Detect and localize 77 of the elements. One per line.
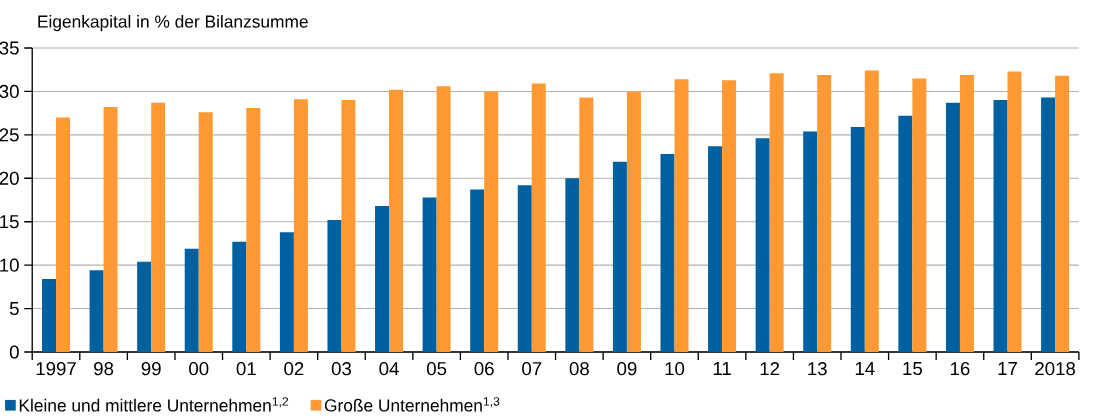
y-axis-title: Eigenkapital in % der Bilanzsumme bbox=[38, 14, 308, 32]
x-tick-label: 1997 bbox=[36, 362, 76, 376]
bar bbox=[959, 74, 974, 352]
x-tick-label: 04 bbox=[379, 362, 399, 376]
x-tick-label: 16 bbox=[950, 362, 970, 376]
x-tick-label: 09 bbox=[617, 362, 637, 376]
bar bbox=[232, 241, 247, 352]
bar bbox=[708, 146, 723, 352]
x-tick-label: 05 bbox=[426, 362, 447, 376]
x-tick-label: 12 bbox=[760, 362, 780, 376]
bar bbox=[341, 100, 356, 352]
bar bbox=[817, 74, 832, 352]
y-tick-label: 35 bbox=[0, 41, 19, 55]
bar bbox=[327, 219, 342, 352]
bar bbox=[151, 102, 166, 352]
x-tick-label: 13 bbox=[808, 362, 827, 376]
bar bbox=[864, 70, 879, 352]
bar bbox=[103, 107, 118, 352]
bar bbox=[1041, 97, 1056, 352]
y-tick-label: 0 bbox=[9, 345, 19, 359]
bar bbox=[389, 89, 404, 352]
bar bbox=[612, 161, 627, 352]
bar bbox=[375, 206, 390, 352]
bar bbox=[898, 115, 913, 352]
y-tick-label: 10 bbox=[0, 258, 19, 272]
x-tick-label: 15 bbox=[903, 362, 922, 376]
bar bbox=[137, 261, 152, 352]
x-tick-label: 02 bbox=[284, 362, 304, 376]
bar bbox=[1055, 75, 1070, 352]
x-tick-label: 03 bbox=[331, 362, 352, 376]
bar bbox=[912, 78, 927, 352]
bar bbox=[422, 197, 437, 352]
legend-label: Kleine und mittlere Unternehmen$^{1,2}$ bbox=[19, 397, 289, 412]
x-tick-label: 06 bbox=[474, 362, 494, 376]
x-tick-label: 08 bbox=[569, 362, 589, 376]
bar bbox=[945, 102, 960, 352]
bar bbox=[850, 127, 865, 352]
x-tick-label: 11 bbox=[713, 362, 731, 375]
y-tick-label: 20 bbox=[0, 171, 19, 185]
x-tick-label: 07 bbox=[522, 362, 542, 376]
x-tick-label: 2018 bbox=[1035, 362, 1076, 376]
bar bbox=[722, 80, 737, 352]
y-tick-label: 5 bbox=[9, 302, 19, 316]
bar bbox=[293, 99, 308, 352]
bar bbox=[42, 279, 57, 352]
x-tick-label: 14 bbox=[855, 362, 875, 375]
bar bbox=[1007, 71, 1022, 352]
bar bbox=[660, 153, 675, 352]
bar bbox=[436, 86, 451, 352]
bar bbox=[993, 100, 1008, 352]
bar bbox=[484, 91, 499, 352]
x-tick-label: 00 bbox=[189, 362, 209, 376]
x-tick-label: 01 bbox=[236, 362, 256, 376]
y-tick-label: 15 bbox=[0, 215, 19, 229]
bar bbox=[803, 131, 818, 352]
x-tick-label: 17 bbox=[998, 362, 1017, 375]
y-tick-label: 30 bbox=[0, 84, 19, 99]
x-tick-label: 98 bbox=[94, 362, 114, 376]
bar bbox=[565, 178, 580, 352]
bar bbox=[769, 73, 784, 352]
bar bbox=[56, 117, 71, 352]
legend-label: Große Unternehmen$^{1,3}$ bbox=[324, 397, 500, 412]
bar bbox=[470, 189, 485, 352]
x-tick-label: 99 bbox=[141, 362, 161, 376]
bar bbox=[517, 185, 532, 352]
bar bbox=[184, 248, 199, 352]
bar bbox=[626, 91, 641, 352]
y-tick-label: 25 bbox=[0, 128, 19, 142]
bar bbox=[89, 270, 104, 352]
bar bbox=[674, 79, 689, 352]
bar bbox=[755, 138, 770, 352]
bar bbox=[198, 112, 213, 352]
bar bbox=[531, 83, 546, 352]
bar bbox=[579, 97, 594, 352]
x-tick-label: 10 bbox=[665, 362, 685, 376]
bar bbox=[279, 232, 294, 352]
bar bbox=[246, 107, 261, 352]
